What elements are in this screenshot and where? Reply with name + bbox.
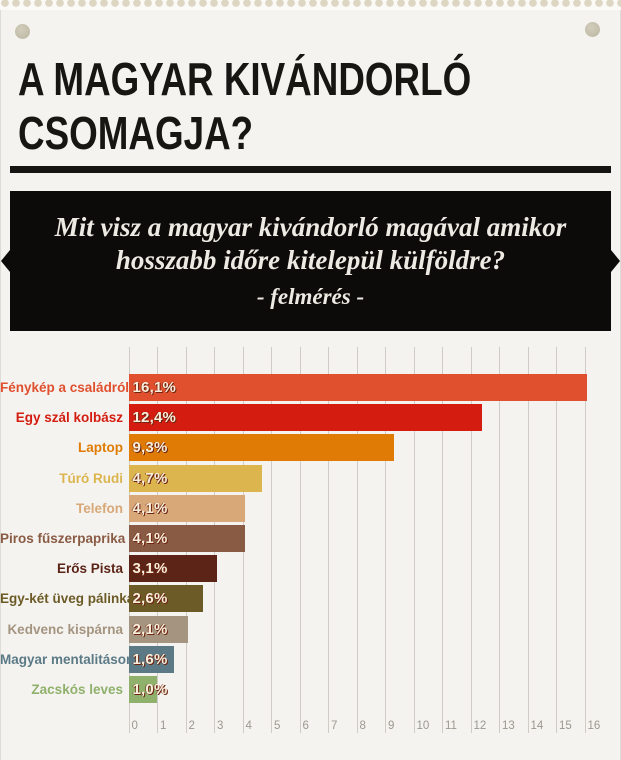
gridline <box>328 347 329 733</box>
bar-value-label: 3,1% <box>132 560 168 578</box>
bar-value-label: 4,1% <box>132 499 168 517</box>
bar <box>128 464 263 492</box>
gridline <box>413 347 415 733</box>
title-divider-rule <box>10 166 611 173</box>
x-tick-label: 15 <box>559 720 572 732</box>
x-tick-label: 4 <box>245 720 252 732</box>
perforated-edge-decoration <box>0 0 621 10</box>
gridline <box>271 347 272 733</box>
pin-hole-right <box>585 22 600 37</box>
gridline <box>442 347 443 733</box>
bar-value-label: 4,7% <box>132 469 168 487</box>
x-tick-label: 3 <box>217 720 224 732</box>
category-label: Egy-két üveg pálinka <box>0 591 135 607</box>
bar <box>128 494 246 522</box>
x-tick-label: 13 <box>502 720 515 732</box>
bar-chart: 0 1 2 3 4 5 6 7 8 9 10 11 12 13 14 15 16 Fénykép a család… <box>0 345 621 750</box>
x-tick-label: 1 <box>160 720 167 732</box>
bar <box>128 404 482 432</box>
category-label: Telefon <box>76 500 123 516</box>
banner-left-point <box>1 250 10 272</box>
banner-question-line-1: Mit visz a magyar kivándorló magával ami… <box>54 211 567 242</box>
bar <box>128 555 217 583</box>
bar-value-label: 4,1% <box>132 530 168 547</box>
category-label: Piros fűszerpaprika <box>0 531 126 546</box>
x-tick-label: 16 <box>587 720 601 732</box>
gridline <box>385 347 386 733</box>
category-label: Fénykép a családról <box>0 380 130 395</box>
bar <box>128 615 189 643</box>
bar <box>128 645 175 673</box>
bar-value-label: 2,6% <box>132 590 168 608</box>
x-tick-label: 11 <box>445 720 457 732</box>
bar-value-label: 9,3% <box>132 439 168 457</box>
category-label: Egy szál kolbász <box>15 410 123 426</box>
category-label: Kedvenc kispárna <box>7 621 123 637</box>
page-title-line-2: CSOMAGJA? <box>18 107 254 159</box>
gridline <box>527 347 529 733</box>
x-tick-label: 9 <box>388 720 395 732</box>
gridline <box>356 347 358 733</box>
x-tick-label: 0 <box>131 720 138 732</box>
x-tick-label: 6 <box>302 720 309 732</box>
page-title: A MAGYAR KIVÁNDORLÓ CSOMAGJA? <box>18 52 608 160</box>
x-tick-label: 10 <box>416 720 430 732</box>
gridline <box>584 347 586 733</box>
bar <box>128 434 394 462</box>
category-label: Túró Rudi <box>59 470 123 486</box>
category-label: Magyar mentalitásom <box>0 651 139 667</box>
x-tick-label: 8 <box>359 720 366 732</box>
banner-right-point <box>611 250 620 272</box>
gridline <box>470 347 472 733</box>
x-tick-label: 7 <box>331 720 338 732</box>
bar <box>128 585 203 613</box>
gridline <box>299 347 301 733</box>
x-tick-label: 12 <box>473 720 487 732</box>
bar-value-label: 12,4% <box>132 409 177 427</box>
bar <box>128 525 246 552</box>
bar-value-label: 2,1% <box>132 620 168 638</box>
bar-value-label: 16,1% <box>132 379 177 396</box>
category-label: Erős Pista <box>56 561 123 577</box>
x-tick-label: 5 <box>274 720 281 732</box>
category-label: Laptop <box>78 440 123 456</box>
bar <box>128 676 157 703</box>
page-title-line-1: A MAGYAR KIVÁNDORLÓ <box>18 53 472 105</box>
gridline <box>499 347 500 733</box>
category-label: Zacskós leves <box>31 682 123 697</box>
bar <box>128 374 588 401</box>
x-tick-label: 2 <box>188 720 195 732</box>
question-banner: Mit visz a magyar kivándorló magával ami… <box>1 191 620 331</box>
bar-value-label: 1,6% <box>132 650 168 668</box>
bar-value-label: 1,0% <box>132 681 168 698</box>
banner-subtitle: - felmérés - <box>256 283 365 309</box>
pin-hole-left <box>15 24 30 39</box>
gridline <box>556 347 557 733</box>
banner-question-line-2: hosszabb időre kitelepül külföldre? <box>115 244 506 275</box>
x-tick-label: 14 <box>530 720 544 732</box>
